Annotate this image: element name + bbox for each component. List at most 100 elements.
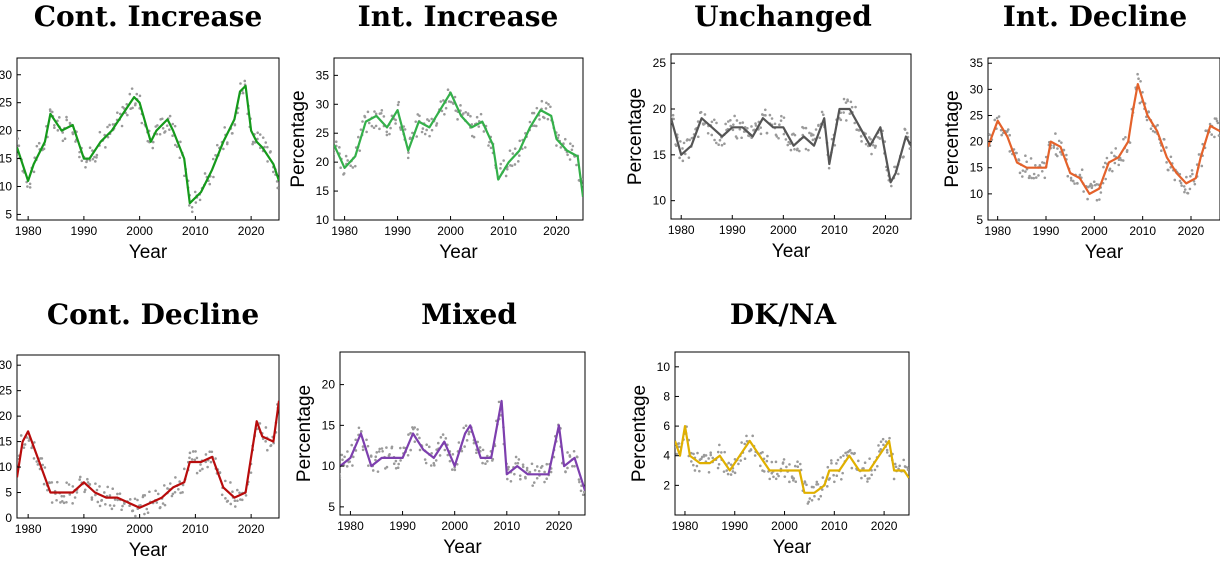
raw-point: [839, 456, 843, 459]
raw-point: [225, 500, 229, 503]
raw-point: [770, 117, 774, 120]
raw-point: [1095, 198, 1099, 202]
raw-point: [130, 87, 134, 90]
raw-point: [22, 446, 26, 449]
raw-point: [848, 112, 852, 116]
raw-point: [1021, 169, 1025, 172]
raw-point: [390, 446, 394, 450]
raw-point: [399, 459, 402, 462]
raw-point: [1169, 155, 1173, 159]
raw-point: [1173, 178, 1177, 182]
raw-point: [1043, 176, 1047, 180]
raw-point: [475, 115, 479, 119]
raw-point: [88, 159, 92, 162]
raw-point: [491, 459, 494, 462]
raw-point: [731, 470, 735, 473]
y-tick-label: 25: [0, 384, 12, 398]
raw-point: [570, 148, 574, 152]
raw-point: [850, 451, 853, 455]
raw-point: [808, 131, 811, 135]
raw-point: [143, 494, 147, 497]
raw-point: [716, 466, 720, 470]
raw-point: [159, 506, 162, 509]
raw-point: [1099, 191, 1103, 194]
raw-point: [407, 433, 410, 436]
y-tick-label: 20: [0, 124, 12, 138]
raw-point: [1213, 135, 1216, 139]
raw-point: [365, 438, 368, 442]
raw-point: [36, 463, 40, 466]
raw-point: [96, 500, 100, 504]
raw-point: [517, 458, 521, 461]
raw-point: [1066, 174, 1070, 178]
raw-point: [464, 424, 468, 428]
raw-point: [357, 135, 360, 139]
raw-point: [193, 458, 197, 462]
raw-point: [168, 114, 172, 118]
raw-point: [863, 461, 867, 464]
raw-point: [178, 156, 182, 160]
raw-point: [566, 451, 569, 454]
raw-point: [366, 444, 370, 448]
raw-point: [264, 426, 268, 429]
raw-point: [1180, 184, 1183, 187]
raw-point: [539, 466, 543, 469]
raw-point: [693, 469, 697, 472]
y-tick-label: 15: [653, 148, 667, 162]
raw-point: [885, 451, 889, 454]
raw-point: [735, 136, 739, 140]
raw-point: [677, 442, 681, 445]
raw-point: [777, 474, 780, 478]
raw-points: [334, 88, 583, 187]
raw-point: [33, 441, 36, 444]
raw-point: [472, 441, 476, 445]
raw-point: [904, 465, 907, 469]
raw-point: [1137, 77, 1140, 81]
raw-point: [873, 468, 877, 472]
raw-point: [190, 205, 194, 209]
raw-point: [849, 100, 853, 104]
raw-point: [696, 451, 699, 455]
raw-point: [1145, 118, 1149, 122]
series-line: [334, 91, 583, 198]
raw-point: [112, 504, 116, 507]
raw-point: [193, 190, 197, 194]
raw-point: [268, 151, 272, 154]
raw-point: [579, 489, 583, 493]
panel-4: Cont. Decline 1980 1990 2000 2010 2020 0 5 10 15 2…: [0, 298, 280, 561]
y-tick-label: 30: [0, 68, 12, 82]
raw-point: [821, 113, 825, 117]
y-tick-label: 10: [0, 460, 12, 474]
x-tick-label: 2000: [437, 224, 464, 238]
raw-point: [702, 455, 706, 458]
raw-point: [195, 471, 199, 475]
y-tick-label: 25: [0, 96, 12, 110]
raw-point: [888, 436, 891, 440]
raw-point: [1113, 161, 1117, 165]
raw-point: [988, 133, 991, 136]
raw-point: [528, 120, 532, 124]
raw-point: [507, 465, 510, 469]
raw-point: [462, 426, 466, 430]
raw-point: [538, 118, 541, 121]
raw-point: [179, 491, 182, 495]
raw-point: [116, 492, 119, 496]
raw-point: [751, 434, 754, 438]
x-tick-label: 1980: [15, 224, 42, 238]
raw-point: [442, 99, 445, 102]
raw-point: [236, 488, 239, 492]
raw-point: [754, 124, 758, 127]
raw-point: [394, 118, 397, 122]
raw-point: [145, 507, 149, 511]
x-axis-label: Year: [439, 242, 478, 263]
raw-point: [370, 124, 374, 128]
raw-point: [334, 140, 338, 144]
raw-point: [266, 160, 269, 163]
raw-point: [478, 446, 482, 449]
raw-point: [271, 170, 275, 174]
raw-point: [740, 441, 743, 444]
y-tick-label: 35: [316, 68, 330, 82]
raw-point: [707, 470, 711, 474]
raw-point: [1201, 142, 1204, 146]
raw-point: [138, 94, 142, 98]
